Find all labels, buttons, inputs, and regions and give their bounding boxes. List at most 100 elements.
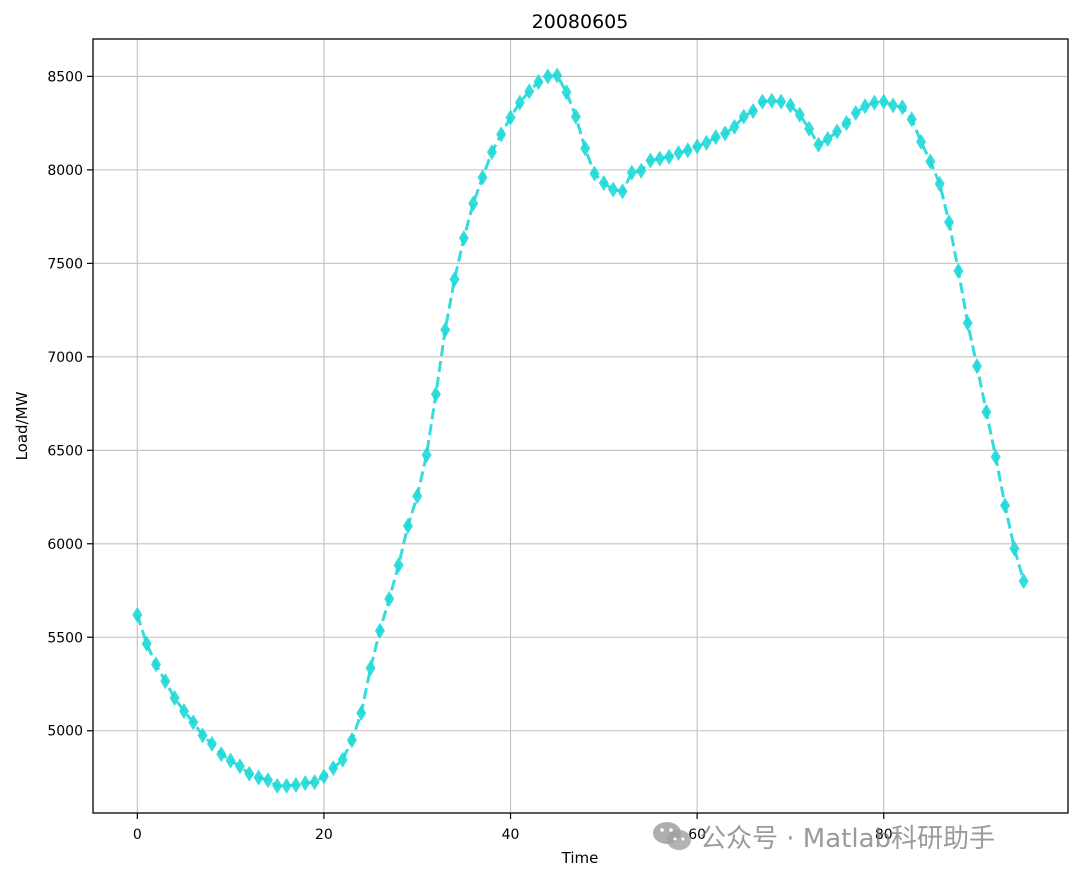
series-line xyxy=(135,73,1026,788)
data-point-marker xyxy=(356,704,367,721)
data-point-marker xyxy=(636,162,647,179)
data-point-marker xyxy=(944,214,955,231)
data-point-marker xyxy=(477,169,488,186)
data-point-marker xyxy=(384,590,395,607)
data-point-marker xyxy=(962,315,973,332)
y-tick-label: 7000 xyxy=(47,350,83,366)
data-point-marker xyxy=(281,777,292,794)
data-point-marker xyxy=(421,446,432,463)
series-layer xyxy=(132,67,1029,794)
data-point-marker xyxy=(496,126,507,143)
data-point-marker xyxy=(309,774,320,791)
data-point-marker xyxy=(393,557,404,574)
data-point-marker xyxy=(776,93,787,110)
watermark: 公众号 · Matlab科研助手 xyxy=(652,818,995,854)
chart-title: 20080605 xyxy=(532,11,629,33)
x-axis: 0 20 40 60 80 xyxy=(133,813,893,843)
data-point-marker xyxy=(402,518,413,535)
data-point-marker xyxy=(1009,540,1020,557)
y-tick-label: 7500 xyxy=(47,256,83,272)
data-point-marker xyxy=(589,165,600,182)
x-tick-label: 60 xyxy=(688,827,706,843)
x-tick-label: 80 xyxy=(875,827,893,843)
data-point-marker xyxy=(692,138,703,155)
plot-area-frame xyxy=(92,38,1069,814)
data-point-marker xyxy=(290,776,301,793)
data-point-marker xyxy=(766,92,777,109)
data-point-marker xyxy=(617,183,628,200)
data-point-marker xyxy=(197,727,208,744)
data-point-marker xyxy=(608,181,619,198)
data-point-marker xyxy=(430,386,441,403)
data-point-marker xyxy=(514,94,525,111)
data-point-marker xyxy=(897,99,908,116)
data-point-marker xyxy=(673,145,684,162)
data-point-marker xyxy=(645,152,656,169)
data-point-marker xyxy=(654,150,665,167)
data-point-marker xyxy=(1018,573,1029,590)
y-tick-label: 5000 xyxy=(47,724,83,740)
grid xyxy=(93,39,1068,813)
data-point-marker xyxy=(346,732,357,749)
data-point-marker xyxy=(449,271,460,288)
data-point-marker xyxy=(160,673,171,690)
data-point-marker xyxy=(524,83,535,100)
data-point-marker xyxy=(169,690,180,707)
data-point-marker xyxy=(888,97,899,114)
y-tick-label: 6000 xyxy=(47,537,83,553)
y-axis-label: Load/MW xyxy=(13,391,31,460)
data-point-marker xyxy=(440,321,451,338)
y-tick-label: 6500 xyxy=(47,443,83,459)
data-point-marker xyxy=(598,174,609,191)
data-point-marker xyxy=(374,622,385,639)
data-point-marker xyxy=(990,448,1001,465)
data-point-marker xyxy=(542,68,553,85)
data-point-marker xyxy=(748,102,759,119)
x-tick-label: 40 xyxy=(502,827,520,843)
data-point-marker xyxy=(300,775,311,792)
data-point-marker xyxy=(953,262,964,279)
x-axis-label: Time xyxy=(561,849,599,867)
data-point-marker xyxy=(458,230,469,247)
data-point-marker xyxy=(757,93,768,110)
data-point-marker xyxy=(841,115,852,132)
data-point-marker xyxy=(981,403,992,420)
data-point-marker xyxy=(916,133,927,150)
y-tick-label: 5500 xyxy=(47,630,83,646)
data-point-marker xyxy=(925,153,936,170)
data-point-marker xyxy=(832,123,843,140)
data-point-marker xyxy=(794,106,805,123)
data-point-marker xyxy=(785,97,796,114)
data-point-marker xyxy=(132,606,143,623)
data-point-marker xyxy=(701,134,712,151)
data-point-marker xyxy=(878,93,889,110)
x-tick-label: 0 xyxy=(133,827,142,843)
data-point-marker xyxy=(533,74,544,90)
data-point-marker xyxy=(234,758,245,775)
data-point-marker xyxy=(1000,497,1011,514)
data-point-marker xyxy=(272,777,283,794)
data-point-marker xyxy=(738,108,749,125)
data-point-marker xyxy=(869,94,880,111)
data-point-marker xyxy=(972,358,983,375)
data-point-marker xyxy=(626,164,637,181)
data-point-marker xyxy=(412,488,423,505)
data-point-marker xyxy=(206,735,217,752)
data-point-marker xyxy=(860,98,871,115)
data-point-marker xyxy=(561,84,572,101)
data-point-marker xyxy=(822,131,833,148)
data-point-marker xyxy=(570,108,581,125)
data-point-marker xyxy=(150,656,161,673)
data-point-marker xyxy=(188,714,199,731)
data-point-marker xyxy=(216,746,227,763)
data-point-marker xyxy=(813,136,824,153)
data-point-marker xyxy=(337,751,348,768)
data-point-marker xyxy=(850,104,861,121)
data-point-marker xyxy=(365,660,376,677)
data-point-marker xyxy=(934,175,945,192)
data-point-marker xyxy=(141,635,152,652)
data-point-marker xyxy=(178,703,189,720)
data-point-marker xyxy=(262,772,273,789)
data-point-marker xyxy=(720,125,731,142)
